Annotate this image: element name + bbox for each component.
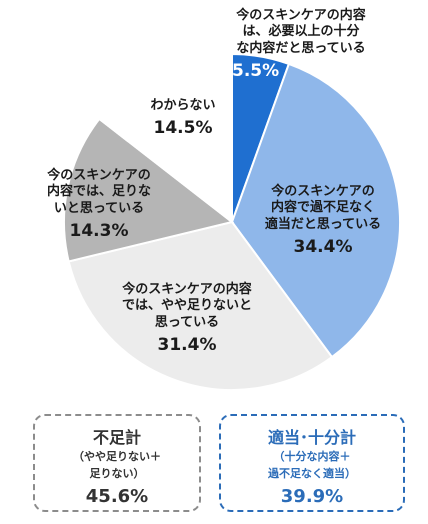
slice-label-sufficient-line3: な内容だと思っている [236, 40, 366, 56]
slice-appropriate [230, 62, 401, 359]
slice-label-appropriate: 今のスキンケアの 内容で過不足なく 適当だと思っている 34.4% [258, 184, 388, 258]
slice-label-slightly-lacking: 今のスキンケアの内容 では、やや足りないと 思っている 31.4% [112, 282, 262, 356]
slice-label-lacking-line2: 内容では、足りな [46, 184, 151, 200]
slice-label-lacking-line3: いと思っている [53, 200, 145, 216]
summary-insufficient-sub1: （やや足りない＋ [73, 450, 161, 463]
slice-value-unknown: 14.5% [153, 118, 213, 139]
summary-box-adequate: 適当･十分計 （十分な内容＋ 過不足なく適当） 39.9% [219, 414, 405, 512]
slice-unknown [97, 52, 233, 225]
slice-label-appropriate-line2: 内容で過不足なく [270, 200, 375, 216]
slice-slightly-lacking [67, 220, 334, 391]
summary-adequate-sub2: 過不足なく適当） [268, 466, 356, 480]
summary-adequate-sub1: （十分な内容＋ [273, 450, 351, 463]
summary-insufficient-value: 45.6% [85, 485, 149, 507]
slice-label-appropriate-line1: 今のスキンケアの [271, 184, 375, 199]
summary-insufficient-sub2: 足りない） [89, 466, 145, 480]
slice-label-unknown-line1: わからない [150, 98, 216, 113]
slice-lacking [63, 117, 235, 263]
slice-label-slightly-lacking-line1: 今のスキンケアの内容 [122, 282, 252, 297]
summary-insufficient-title: 不足計 [92, 428, 141, 447]
slice-label-sufficient: 今のスキンケアの内容 は、必要以上の十分 な内容だと思っている 5.5% [218, 8, 384, 82]
slice-label-slightly-lacking-line2: では、やや足りないと [121, 298, 252, 314]
summary-adequate-value: 39.9% [280, 485, 344, 507]
slice-label-lacking-line1: 今のスキンケアの [47, 168, 151, 183]
slice-value-appropriate: 34.4% [293, 236, 353, 257]
slice-label-sufficient-line2: は、必要以上の十分 [242, 24, 360, 40]
slice-value-slightly-lacking: 31.4% [157, 334, 217, 355]
pie-chart [63, 52, 401, 391]
slice-label-slightly-lacking-line3: 思っている [154, 314, 220, 330]
slice-label-unknown: わからない 14.5% [128, 98, 238, 140]
slice-label-appropriate-line3: 適当だと思っている [264, 216, 382, 232]
slice-label-lacking: 今のスキンケアの 内容では、足りな いと思っている 14.3% [34, 168, 164, 242]
slice-label-sufficient-line1: 今のスキンケアの内容 [236, 8, 366, 23]
summary-box-insufficient: 不足計 （やや足りない＋ 足りない） 45.6% [33, 414, 201, 512]
slice-value-lacking: 14.3% [69, 220, 129, 241]
slice-value-sufficient: 5.5% [232, 60, 280, 81]
summary-adequate-title: 適当･十分計 [267, 428, 356, 447]
